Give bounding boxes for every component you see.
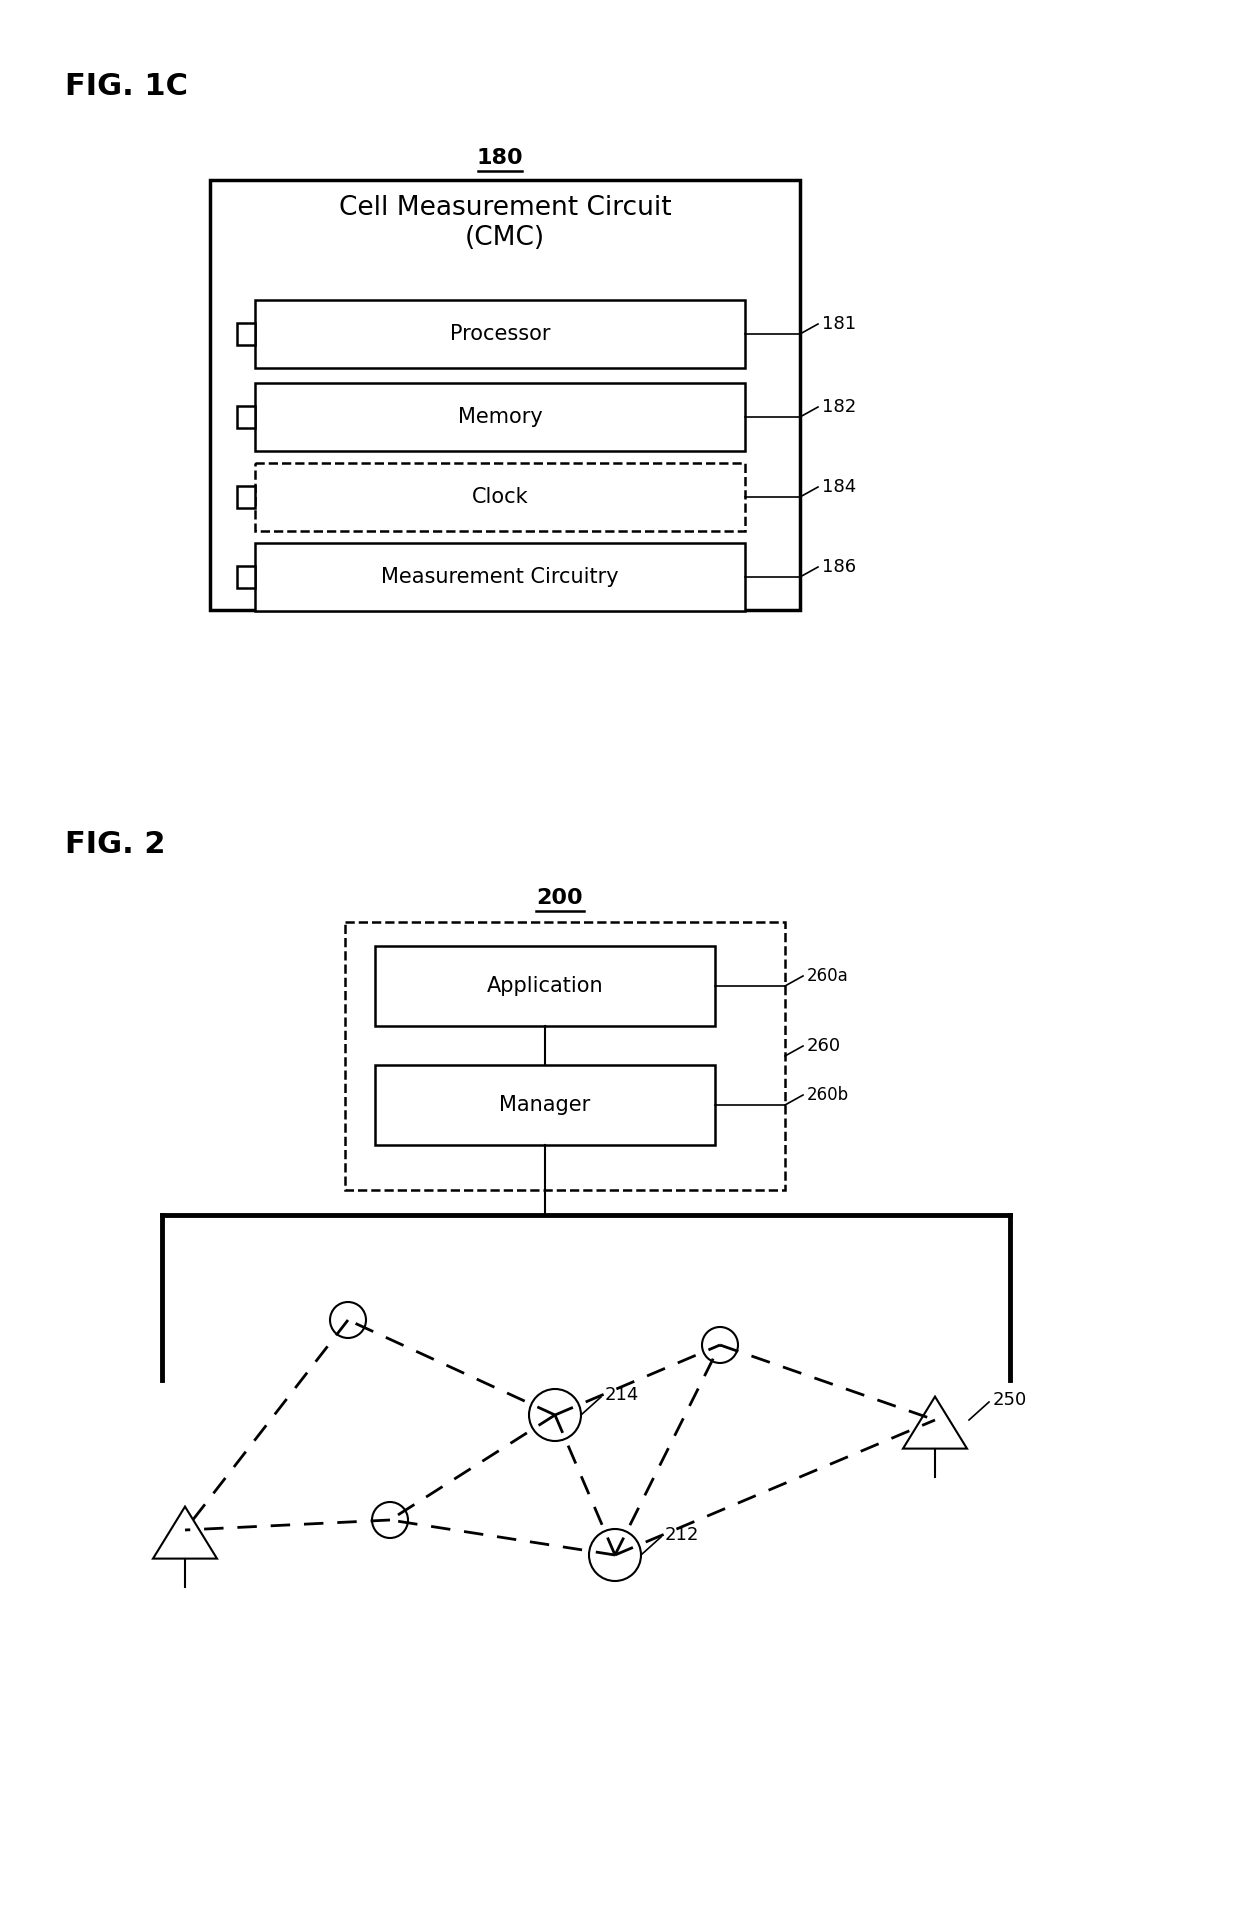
Bar [255,299,745,368]
Bar [237,566,255,587]
Text: Measurement Circuitry: Measurement Circuitry [381,566,619,587]
Text: 182: 182 [822,399,857,416]
Bar [255,463,745,530]
Bar [210,179,800,610]
Text: 200: 200 [537,889,583,908]
Text: 260b: 260b [807,1085,849,1104]
Text: Clock: Clock [471,486,528,507]
Bar [237,322,255,345]
Bar [255,383,745,450]
Text: Manager: Manager [500,1095,590,1116]
Text: 212: 212 [665,1526,699,1545]
Text: 181: 181 [822,315,856,334]
Bar [255,543,745,610]
Text: 260: 260 [807,1037,841,1055]
Text: FIG. 1C: FIG. 1C [64,72,188,101]
Text: 180: 180 [476,149,523,168]
Text: 250: 250 [993,1390,1027,1409]
Text: Processor: Processor [450,324,551,343]
Text: FIG. 2: FIG. 2 [64,830,165,858]
Bar [345,921,785,1190]
Text: Application: Application [486,976,604,995]
Text: 184: 184 [822,479,857,496]
Text: 186: 186 [822,559,856,576]
Bar [374,1064,715,1144]
Bar [237,406,255,427]
Text: Cell Measurement Circuit
(CMC): Cell Measurement Circuit (CMC) [339,195,671,252]
Bar [374,946,715,1026]
Text: Memory: Memory [458,406,542,427]
Text: 214: 214 [605,1386,640,1404]
Text: 260a: 260a [807,967,848,986]
Bar [237,486,255,507]
